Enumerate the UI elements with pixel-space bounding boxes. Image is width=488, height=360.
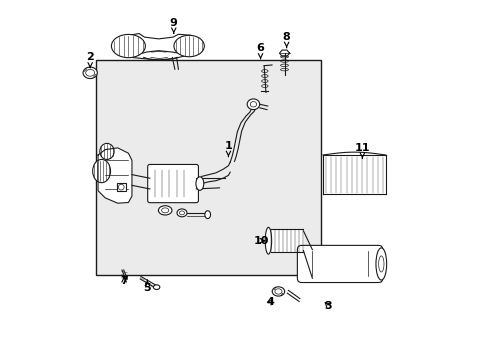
FancyBboxPatch shape [297, 246, 382, 283]
Ellipse shape [85, 69, 95, 76]
Ellipse shape [264, 227, 271, 254]
Ellipse shape [153, 285, 160, 289]
Ellipse shape [196, 177, 203, 190]
Text: 9: 9 [169, 18, 177, 33]
Text: 5: 5 [143, 280, 151, 293]
Text: 3: 3 [324, 301, 331, 311]
Ellipse shape [179, 211, 184, 215]
Text: 8: 8 [282, 32, 290, 48]
Ellipse shape [274, 289, 282, 294]
Text: 2: 2 [86, 52, 94, 67]
Ellipse shape [83, 67, 97, 78]
Ellipse shape [158, 206, 172, 215]
Ellipse shape [174, 35, 204, 57]
Ellipse shape [111, 35, 145, 58]
Ellipse shape [177, 209, 186, 217]
Ellipse shape [375, 248, 386, 280]
Ellipse shape [93, 159, 110, 183]
Ellipse shape [204, 211, 210, 219]
Circle shape [118, 184, 124, 190]
Bar [117, 183, 125, 192]
Ellipse shape [246, 99, 259, 110]
Text: 7: 7 [120, 276, 128, 286]
Bar [96, 60, 321, 275]
Polygon shape [98, 148, 132, 203]
Text: 10: 10 [253, 236, 269, 246]
FancyBboxPatch shape [147, 165, 198, 203]
Text: 4: 4 [266, 297, 274, 307]
Ellipse shape [378, 256, 383, 272]
Ellipse shape [100, 143, 114, 159]
Text: 6: 6 [256, 43, 264, 59]
Ellipse shape [272, 287, 284, 296]
Ellipse shape [162, 208, 168, 213]
Text: 11: 11 [354, 143, 369, 158]
Text: 1: 1 [224, 141, 232, 157]
Polygon shape [323, 155, 385, 194]
Ellipse shape [250, 102, 256, 107]
Polygon shape [271, 229, 303, 252]
